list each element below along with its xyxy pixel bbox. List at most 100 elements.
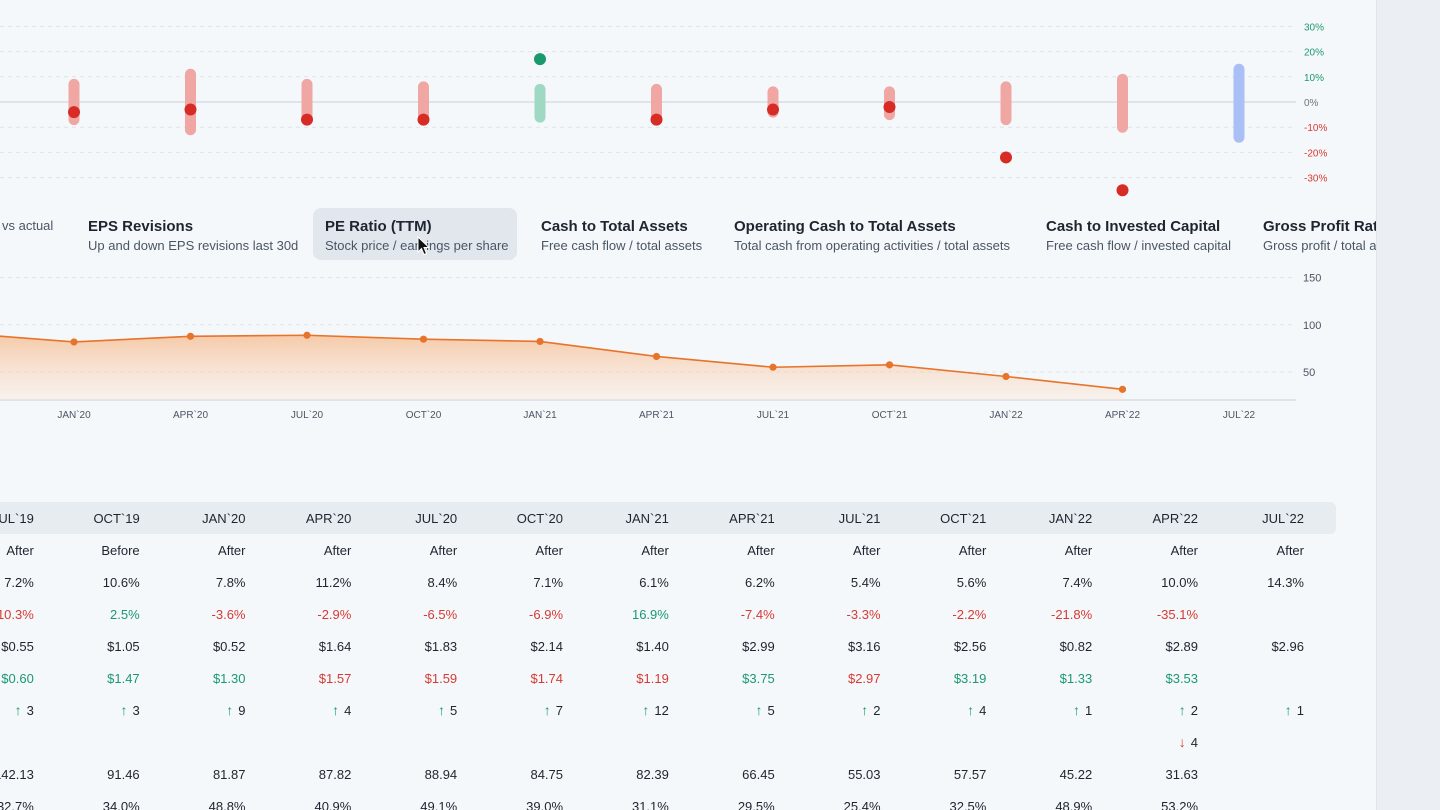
tab-subtitle: vs actual <box>2 218 54 233</box>
scrollbar-track[interactable] <box>1376 0 1440 810</box>
actual-surprise-point <box>534 53 546 66</box>
table-cell: ↑ 4 <box>897 694 1003 726</box>
table-cell: 10.6% <box>102 574 140 590</box>
tab-eps-surprise[interactable]: vs actual <box>0 208 65 260</box>
table-cell: $0.55 <box>1 638 34 654</box>
column-header: JUL`20 <box>415 510 458 526</box>
column-header: JAN`22 <box>1048 510 1093 526</box>
x-tick-label: OCT`21 <box>872 409 908 421</box>
table-cell: After <box>853 542 881 558</box>
eps-surprise-chart: 30% 20% 10% 0% -10% -20% -30% <box>0 22 1327 197</box>
table-cell: 81.87 <box>212 766 246 782</box>
table-cell: $2.56 <box>953 638 987 654</box>
table-cell: 39.0% <box>526 798 564 810</box>
revision-count: 4 <box>1190 735 1199 750</box>
pe-data-point <box>303 331 311 339</box>
table-cell: 49.1% <box>420 798 458 810</box>
column-header: JUL`21 <box>838 510 881 526</box>
table-row: $0.60 $1.47 $1.30 $1.57 $1.59 $1.74 $1.19 $3.75… <box>0 662 1320 694</box>
table-cell: 25.4% <box>843 798 881 810</box>
table-header-row: JUL`19 OCT`19 JAN`20 APR`20 JUL`20 OCT`20 JAN`… <box>0 502 1320 534</box>
column-header: OCT`21 <box>940 510 987 526</box>
table-cell: ↑ 9 <box>156 694 262 726</box>
table-row: 7.2% 10.6% 7.8% 11.2% 8.4% 7.1% 6.1% 6.2% 5.4% 5.… <box>0 566 1320 598</box>
tab-cash-to-invested-capital[interactable]: Cash to Invested Capital Free cash flow … <box>1034 208 1243 260</box>
table-cell: 7.4% <box>1062 574 1093 590</box>
revision-count: 1 <box>1296 703 1304 718</box>
actual-surprise-point <box>417 113 430 126</box>
x-tick-label: JUL`21 <box>757 409 790 421</box>
table-cell: -21.8% <box>1050 606 1093 622</box>
table-cell: -3.6% <box>211 606 246 622</box>
tab-cash-to-total-assets[interactable]: Cash to Total Assets Free cash flow / to… <box>529 208 714 260</box>
revision-count: 7 <box>555 703 564 718</box>
table-cell <box>897 726 1003 758</box>
x-tick-label: JAN`20 <box>57 409 91 421</box>
x-tick-label: APR`22 <box>1105 409 1140 421</box>
column-header: OCT`19 <box>93 510 140 526</box>
arrow-up-icon: ↑ <box>642 702 650 718</box>
pe-data-point <box>1002 372 1010 381</box>
pe-data-point <box>419 335 428 343</box>
table-cell: 10.0% <box>1161 574 1199 590</box>
quarterly-table: JUL`19 OCT`19 JAN`20 APR`20 JUL`20 OCT`20 JAN`… <box>0 502 1320 810</box>
table-cell: 48.9% <box>1055 798 1093 810</box>
arrow-up-icon: ↑ <box>437 702 445 718</box>
arrow-up-icon: ↑ <box>332 702 340 718</box>
table-cell: 6.1% <box>639 574 669 590</box>
table-cell <box>791 726 897 758</box>
table-row: After Before After After After After After Afte… <box>0 534 1320 566</box>
tab-eps-revisions[interactable]: EPS Revisions Up and down EPS revisions … <box>76 208 310 260</box>
table-cell: $1.05 <box>107 638 140 654</box>
column-header: JUL`22 <box>1262 510 1304 526</box>
arrow-up-icon: ↑ <box>226 702 234 718</box>
table-cell: 66.45 <box>742 766 775 782</box>
revision-count: 3 <box>26 703 34 718</box>
arrow-up-icon: ↑ <box>967 702 975 718</box>
tab-pe-ratio[interactable]: PE Ratio (TTM) Stock price / earnings pe… <box>313 208 517 260</box>
table-cell: -2.2% <box>952 606 987 622</box>
area-fill <box>0 335 1123 400</box>
tab-gross-profit-ratio[interactable]: Gross Profit Ratio Gross profit / total … <box>1251 208 1376 260</box>
table-cell: $2.89 <box>1165 638 1199 654</box>
table-cell: ↑ 2 <box>791 694 897 726</box>
table-cell <box>1002 726 1108 758</box>
table-cell: 5.6% <box>956 574 987 590</box>
table-cell: ↑ 1 <box>1214 694 1320 726</box>
table-cell: $1.74 <box>530 670 564 686</box>
revision-count: 5 <box>449 703 458 718</box>
tab-title: PE Ratio (TTM) <box>325 218 432 235</box>
tab-subtitle: Up and down EPS revisions last 30d <box>88 238 299 253</box>
arrow-up-icon: ↑ <box>543 702 551 718</box>
arrow-up-icon: ↑ <box>120 702 128 718</box>
pe-data-point <box>769 363 777 371</box>
table-row: ↑ 3 ↑ 3 ↑ 9 ↑ 4 ↑ 5 ↑ 7 ↑ 12 ↑ 5 ↑ 2 ↑ 4 ↑ 1 ↑ 2 ↑ 1 <box>0 694 1320 726</box>
y-tick-label: 150 <box>1303 273 1321 285</box>
table-cell: 5.4% <box>850 574 881 590</box>
pe-data-point <box>536 337 544 346</box>
arrow-up-icon: ↑ <box>755 702 763 718</box>
tab-title: EPS Revisions <box>88 218 194 235</box>
arrow-up-icon: ↑ <box>14 702 22 718</box>
table-cell: After <box>747 542 775 558</box>
arrow-down-icon: ↓ <box>1178 734 1186 750</box>
revision-count: 3 <box>132 703 140 718</box>
actual-surprise-point <box>184 103 197 116</box>
column-header: APR`22 <box>1152 510 1199 526</box>
table-cell: ↓ 4 <box>1108 726 1214 758</box>
table-cell: Before <box>101 542 140 558</box>
table-cell: ↑ 3 <box>50 694 156 726</box>
table-cell: ↑ 5 <box>685 694 791 726</box>
tab-title: Operating Cash to Total Assets <box>734 218 956 235</box>
table-cell: 11.2% <box>315 574 352 590</box>
table-cell: 87.82 <box>318 766 352 782</box>
table-cell <box>1214 758 1320 790</box>
table-cell: $3.75 <box>742 670 775 686</box>
tab-operating-cash-to-total-assets[interactable]: Operating Cash to Total Assets Total cas… <box>722 208 1022 260</box>
table-cell: After <box>429 542 458 558</box>
table-cell: $3.53 <box>1165 670 1199 686</box>
table-cell: $1.64 <box>318 638 352 654</box>
table-cell: 45.22 <box>1059 766 1093 782</box>
y-tick-label: 30% <box>1304 22 1324 33</box>
mouse-cursor-icon <box>417 236 431 256</box>
